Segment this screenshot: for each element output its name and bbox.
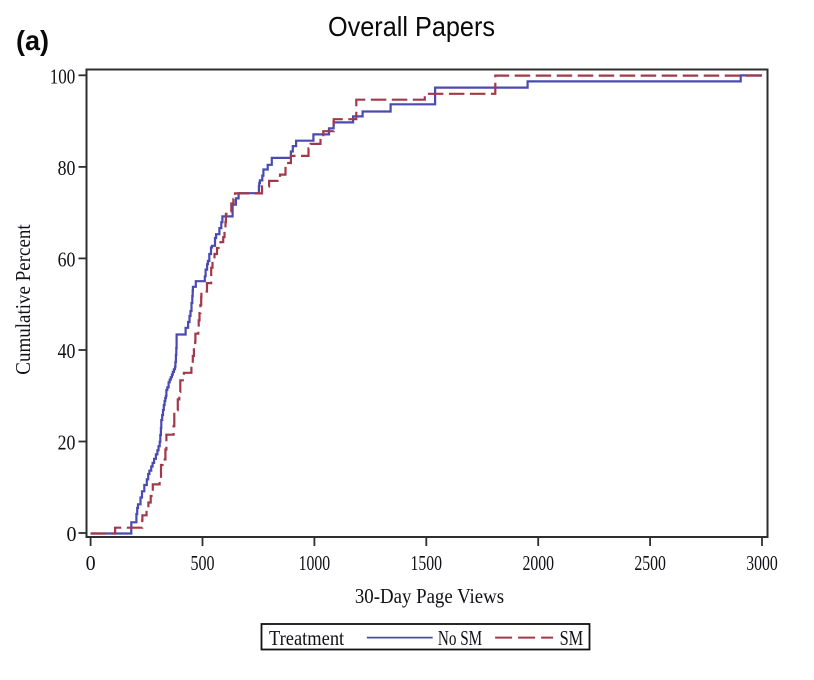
svg-text:30-Day Page Views: 30-Day Page Views — [355, 584, 504, 608]
svg-text:Overall Papers: Overall Papers — [328, 11, 495, 42]
svg-text:500: 500 — [191, 551, 215, 575]
svg-text:20: 20 — [58, 431, 76, 455]
svg-text:0: 0 — [86, 551, 96, 575]
svg-text:2500: 2500 — [634, 551, 666, 575]
svg-text:1500: 1500 — [411, 551, 443, 575]
svg-text:2000: 2000 — [522, 551, 554, 575]
svg-text:(a): (a) — [16, 25, 49, 56]
svg-text:40: 40 — [58, 339, 76, 363]
svg-text:Cumulative Percent: Cumulative Percent — [11, 224, 35, 375]
svg-text:No SM: No SM — [438, 626, 483, 650]
svg-text:100: 100 — [50, 64, 76, 88]
svg-text:3000: 3000 — [746, 551, 778, 575]
svg-text:60: 60 — [58, 247, 76, 271]
svg-text:80: 80 — [58, 156, 76, 180]
svg-text:SM: SM — [560, 626, 584, 650]
svg-text:1000: 1000 — [299, 551, 331, 575]
svg-text:Treatment: Treatment — [269, 626, 344, 650]
svg-text:0: 0 — [67, 522, 77, 546]
